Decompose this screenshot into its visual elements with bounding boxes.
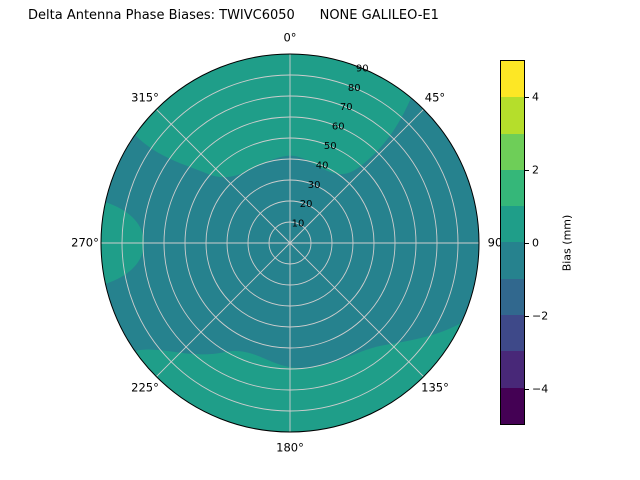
radial-tick-label: 50: [324, 141, 337, 152]
bias-patches: [101, 54, 461, 432]
polar-outline: [100, 53, 480, 433]
angle-gridline: [156, 109, 291, 244]
colorbar-band: [501, 278, 524, 316]
angle-gridline: [289, 109, 424, 244]
colorbar-tick-label: 4: [532, 90, 539, 103]
angular-tick-label: 315°: [131, 91, 159, 105]
colorbar-tick: [525, 315, 529, 317]
angular-tick-label: 180°: [276, 441, 304, 455]
colorbar-band: [501, 61, 524, 98]
colorbar-axis-label: Bias (mm): [560, 214, 574, 272]
angle-gridline: [289, 242, 424, 377]
colorbar-tick-label: 2: [532, 163, 539, 176]
colorbar-tick: [525, 388, 529, 390]
bias-patch-top: [135, 54, 411, 178]
radial-tick-label: 90: [356, 63, 369, 74]
colorbar-tick-label: 0: [532, 236, 539, 249]
tick-labels: 10 20 30 40 50 60 70 80 90 0° 45° 90 135° 180° 225° 270…: [71, 31, 502, 455]
angular-tick-label: 45°: [425, 91, 445, 105]
colorbar-band: [501, 97, 524, 134]
radial-tick-label: 80: [348, 83, 361, 94]
colorbar-band: [501, 351, 524, 388]
radial-tick-label: 40: [316, 160, 329, 171]
radial-tick-label: 70: [340, 102, 353, 113]
angular-tick-label: 270°: [71, 236, 99, 250]
angular-tick-label: 0°: [283, 31, 296, 45]
angular-tick-label: 90: [488, 236, 503, 250]
colorbar-tick: [525, 242, 529, 244]
colorbar-band: [501, 206, 524, 243]
radial-tick-label: 20: [300, 199, 313, 210]
angular-tick-label: 225°: [131, 381, 159, 395]
colorbar-band: [501, 169, 524, 207]
colorbar: [500, 60, 525, 425]
colorbar-tick: [525, 96, 529, 98]
chart-title: Delta Antenna Phase Biases: TWIVC6050 NO…: [28, 8, 439, 23]
colorbar-band: [501, 387, 524, 424]
radial-tick-label: 30: [308, 180, 321, 191]
radial-tick-label: 10: [292, 219, 305, 230]
colorbar-tick-label: −4: [532, 382, 549, 395]
colorbar-band: [501, 315, 524, 352]
colorbar-tick-label: −2: [532, 309, 549, 322]
radial-tick-label: 60: [332, 122, 345, 133]
angle-gridline: [156, 242, 291, 377]
angular-tick-label: 135°: [421, 381, 449, 395]
colorbar-tick: [525, 169, 529, 171]
colorbar-band: [501, 133, 524, 170]
polar-grid: [101, 54, 479, 432]
bias-patch-bottom: [135, 323, 461, 432]
colorbar-band: [501, 242, 524, 279]
